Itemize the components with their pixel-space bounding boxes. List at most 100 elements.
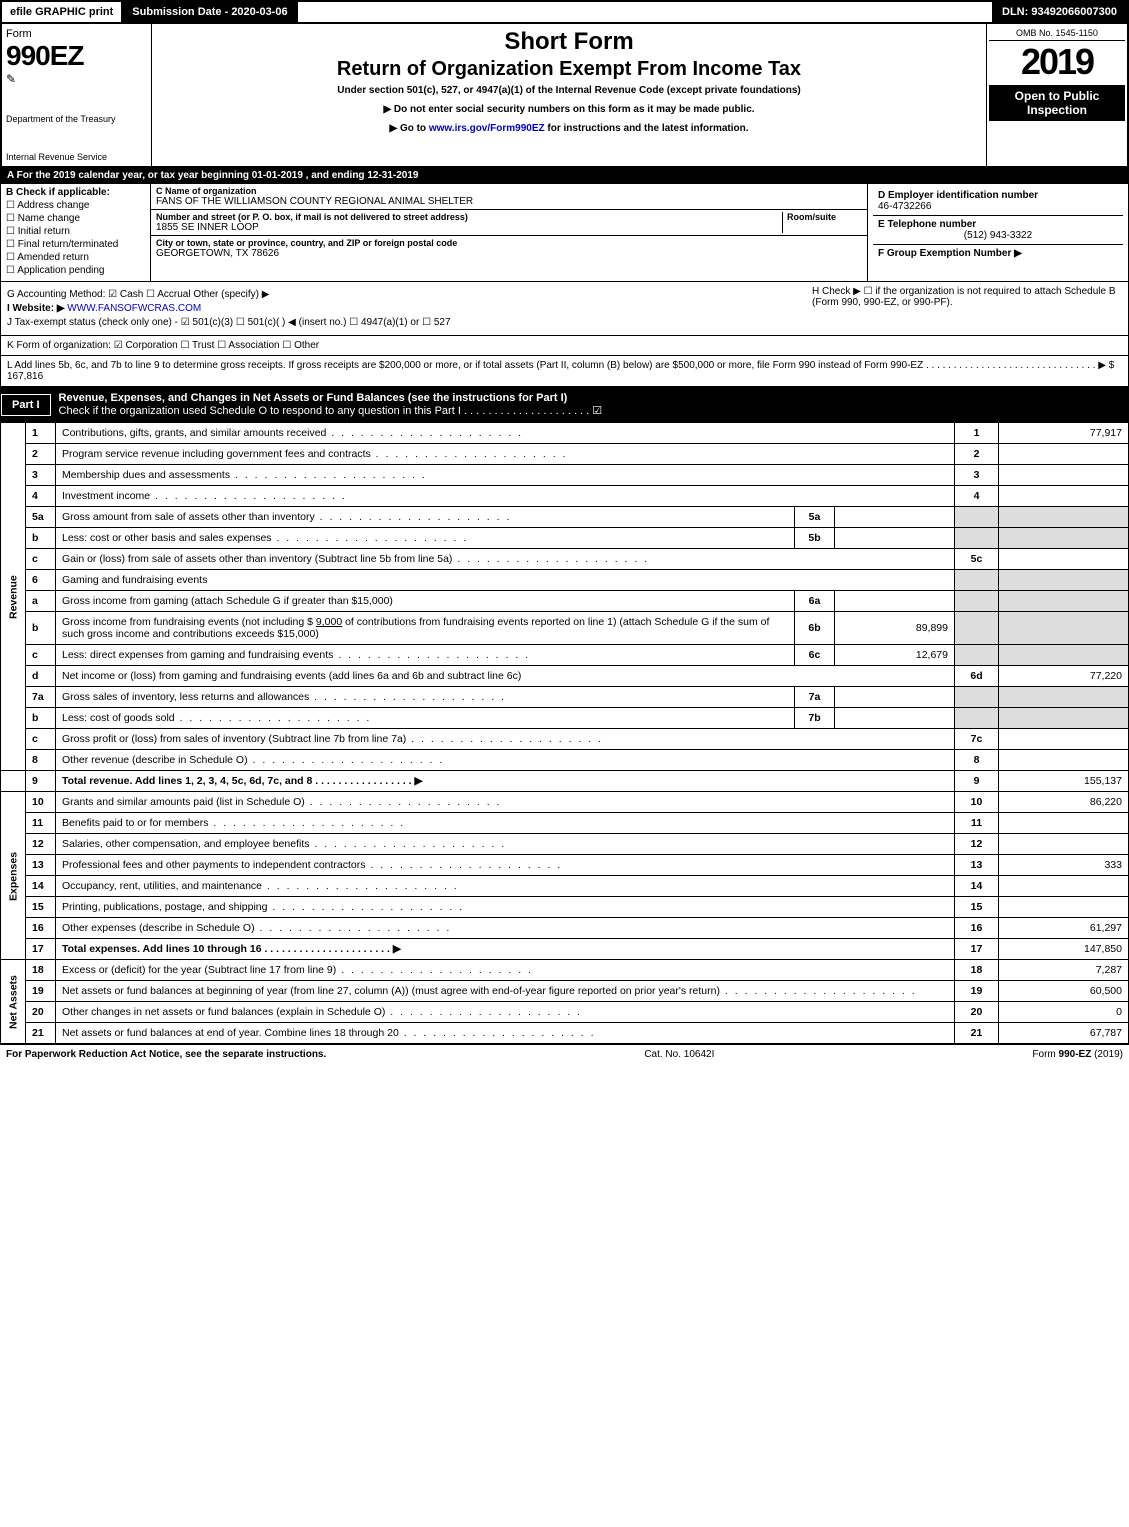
chk-name-change[interactable]: Name change [6, 213, 145, 224]
l6b-underline: 9,000 [316, 616, 342, 628]
topbar: efile GRAPHIC print Submission Date - 20… [0, 0, 1129, 24]
l16-amt: 61,297 [999, 918, 1129, 939]
l5a-grey-amt [999, 507, 1129, 528]
box-c: C Name of organization FANS OF THE WILLI… [151, 184, 868, 281]
l8-ln: 8 [955, 750, 999, 771]
l21-ln: 21 [955, 1023, 999, 1044]
l14-ln: 14 [955, 876, 999, 897]
l5b-grey-amt [999, 528, 1129, 549]
dept-treasury: Department of the Treasury [6, 114, 147, 124]
netassets-side-label: Net Assets [1, 960, 26, 1044]
l18-ln: 18 [955, 960, 999, 981]
l6a-grey-amt [999, 591, 1129, 612]
omb-number: OMB No. 1545-1150 [989, 26, 1125, 41]
l6b-grey-amt [999, 612, 1129, 645]
l6b-num: b [26, 612, 56, 645]
l6a-ia [835, 591, 955, 612]
ein-value: 46-4732266 [878, 201, 1118, 212]
l9-desc: Total revenue. Add lines 1, 2, 3, 4, 5c,… [56, 771, 955, 792]
irs-link[interactable]: www.irs.gov/Form990EZ [429, 123, 545, 134]
l4-ln: 4 [955, 486, 999, 507]
l13-amt: 333 [999, 855, 1129, 876]
l10-amt: 86,220 [999, 792, 1129, 813]
l1-num: 1 [26, 423, 56, 444]
accounting-method: G Accounting Method: ☑ Cash ☐ Accrual Ot… [7, 289, 812, 300]
row-l-text: L Add lines 5b, 6c, and 7b to line 9 to … [7, 360, 1114, 371]
l5b-num: b [26, 528, 56, 549]
title-box: Short Form Return of Organization Exempt… [152, 24, 987, 166]
l6c-il: 6c [795, 645, 835, 666]
submission-date-button[interactable]: Submission Date - 2020-03-06 [122, 2, 297, 22]
chk-address-change[interactable]: Address change [6, 200, 145, 211]
box-b: B Check if applicable: Address change Na… [1, 184, 151, 281]
l9-num: 9 [26, 771, 56, 792]
form-title: Short Form [162, 28, 976, 56]
l15-ln: 15 [955, 897, 999, 918]
chk-application-pending[interactable]: Application pending [6, 265, 145, 276]
l15-amt [999, 897, 1129, 918]
form-number-box: Form 990EZ ✎ Department of the Treasury … [2, 24, 152, 166]
l7c-amt [999, 729, 1129, 750]
group-exemption-label: F Group Exemption Number ▶ [878, 248, 1118, 259]
box-def: D Employer identification number 46-4732… [868, 184, 1128, 281]
l16-ln: 16 [955, 918, 999, 939]
website-line: I Website: ▶ WWW.FANSOFWCRAS.COM [7, 303, 812, 314]
l19-num: 19 [26, 981, 56, 1002]
l7b-num: b [26, 708, 56, 729]
chk-amended-return[interactable]: Amended return [6, 252, 145, 263]
l6b-desc: Gross income from fundraising events (no… [56, 612, 795, 645]
l7a-num: 7a [26, 687, 56, 708]
l10-num: 10 [26, 792, 56, 813]
l1-ln: 1 [955, 423, 999, 444]
l7c-desc: Gross profit or (loss) from sales of inv… [56, 729, 955, 750]
l16-desc: Other expenses (describe in Schedule O) [56, 918, 955, 939]
l9-amt: 155,137 [999, 771, 1129, 792]
l17-ln: 17 [955, 939, 999, 960]
l6c-desc: Less: direct expenses from gaming and fu… [56, 645, 795, 666]
l6-grey [955, 570, 999, 591]
website-label: I Website: ▶ [7, 303, 65, 314]
website-link[interactable]: WWW.FANSOFWCRAS.COM [67, 303, 201, 314]
expenses-side-label: Expenses [1, 792, 26, 960]
form-subtitle: Return of Organization Exempt From Incom… [162, 58, 976, 81]
l20-ln: 20 [955, 1002, 999, 1023]
l14-num: 14 [26, 876, 56, 897]
l11-desc: Benefits paid to or for members [56, 813, 955, 834]
org-name: FANS OF THE WILLIAMSON COUNTY REGIONAL A… [156, 196, 862, 207]
goto-note: ▶ Go to www.irs.gov/Form990EZ for instru… [162, 123, 976, 134]
part-1-check: Check if the organization used Schedule … [59, 405, 603, 417]
l7c-num: c [26, 729, 56, 750]
l6c-num: c [26, 645, 56, 666]
l15-desc: Printing, publications, postage, and shi… [56, 897, 955, 918]
l17-desc: Total expenses. Add lines 10 through 16 … [56, 939, 955, 960]
l19-desc: Net assets or fund balances at beginning… [56, 981, 955, 1002]
efile-print-button[interactable]: efile GRAPHIC print [2, 2, 122, 22]
phone-label: E Telephone number [878, 219, 1118, 230]
l6c-grey-amt [999, 645, 1129, 666]
l8-num: 8 [26, 750, 56, 771]
l4-amt [999, 486, 1129, 507]
l14-desc: Occupancy, rent, utilities, and maintena… [56, 876, 955, 897]
l6d-amt: 77,220 [999, 666, 1129, 687]
l2-amt [999, 444, 1129, 465]
l6b-ia: 89,899 [835, 612, 955, 645]
ssn-note: ▶ Do not enter social security numbers o… [162, 104, 976, 115]
chk-initial-return[interactable]: Initial return [6, 226, 145, 237]
part-1-header: Part I Revenue, Expenses, and Changes in… [0, 387, 1129, 422]
org-name-label: C Name of organization [156, 186, 862, 196]
org-city: GEORGETOWN, TX 78626 [156, 248, 862, 259]
l6c-grey [955, 645, 999, 666]
l2-num: 2 [26, 444, 56, 465]
box-h: H Check ▶ ☐ if the organization is not r… [812, 286, 1122, 331]
under-section: Under section 501(c), 527, or 4947(a)(1)… [162, 85, 976, 96]
info-grid: B Check if applicable: Address change Na… [0, 184, 1129, 282]
room-label: Room/suite [787, 212, 862, 222]
form-label: Form [6, 28, 147, 40]
footer-mid: Cat. No. 10642I [644, 1049, 714, 1060]
chk-final-return[interactable]: Final return/terminated [6, 239, 145, 250]
l19-ln: 19 [955, 981, 999, 1002]
l16-num: 16 [26, 918, 56, 939]
l10-ln: 10 [955, 792, 999, 813]
irs-label: Internal Revenue Service [6, 152, 147, 162]
part-1-title: Revenue, Expenses, and Changes in Net As… [59, 392, 568, 404]
